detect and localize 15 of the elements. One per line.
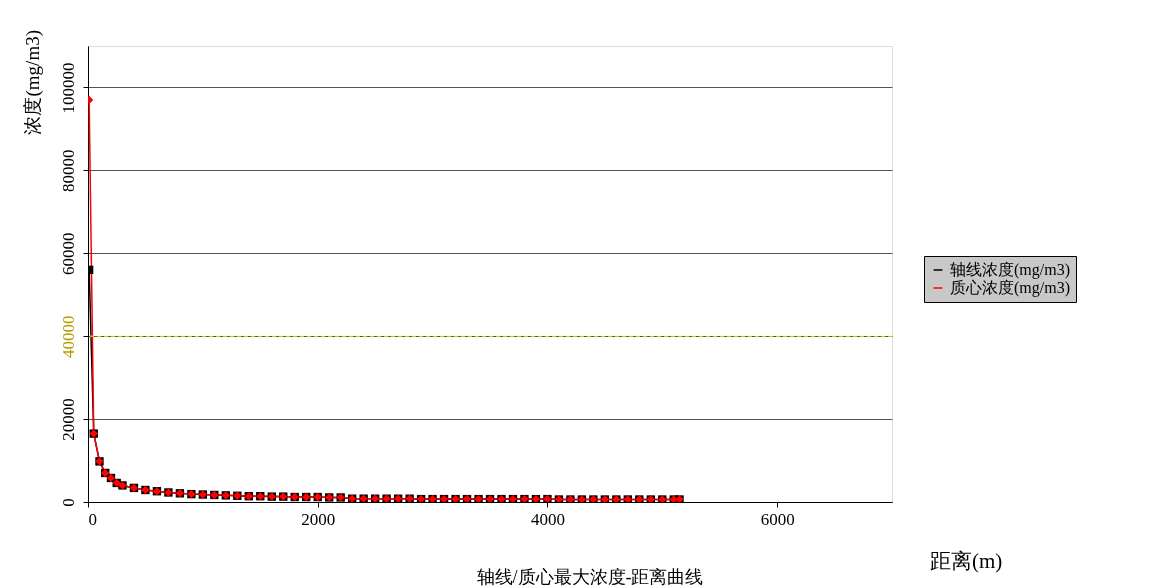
x-axis-title: 距离(m) (930, 549, 1003, 573)
x-tick-label: 2000 (301, 509, 336, 529)
text: 轴线/质心最大浓度-距离曲线 (476, 567, 704, 587)
y-tick-label: 80000 (58, 149, 78, 193)
x-tick-label: 0 (88, 509, 97, 529)
y-tick-label: 0 (58, 498, 78, 507)
x-tick-label: 6000 (760, 509, 795, 529)
y-tick-label: 60000 (58, 232, 78, 276)
x-tick-label: 4000 (530, 509, 565, 529)
legend-label: 质心浓度(mg/m3) (950, 279, 1070, 297)
y-tick-label: 20000 (58, 398, 78, 441)
y-axis-title: 浓度(mg/m3) (22, 30, 44, 135)
y-tick-label: 40000 (58, 315, 78, 358)
y-tick-label: 100000 (58, 62, 78, 114)
legend-label: 轴线浓度(mg/m3) (950, 261, 1070, 279)
